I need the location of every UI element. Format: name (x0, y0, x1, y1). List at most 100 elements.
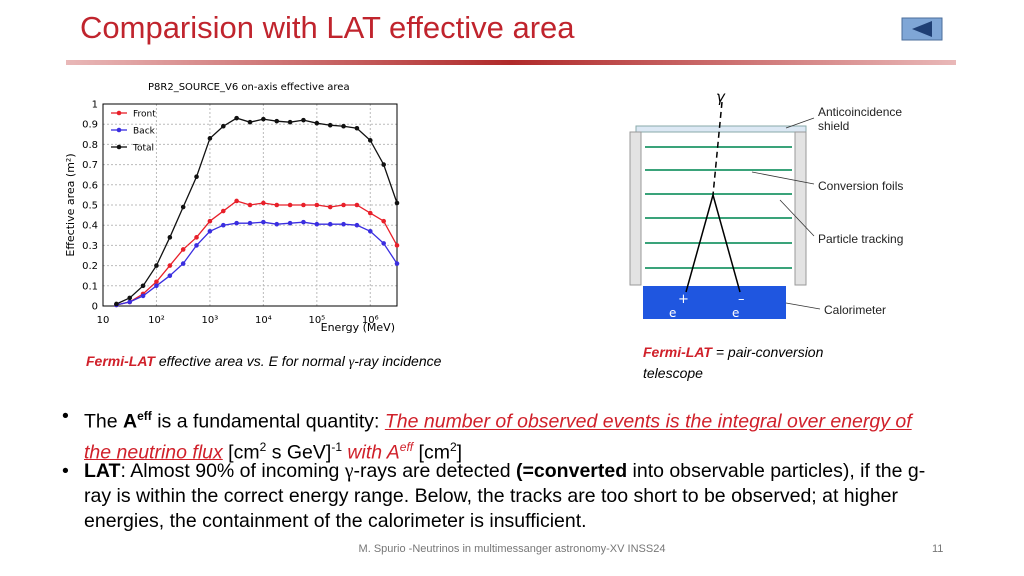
bullet: • The Aeff is a fundamental quantity: The… (62, 405, 912, 464)
legend-marker (116, 144, 122, 150)
point (274, 202, 280, 208)
point (167, 235, 173, 240)
legend-label: Back (133, 127, 156, 137)
point (314, 202, 320, 208)
caption-right: Fermi-LAT = pair-conversion telescope (643, 342, 853, 384)
point (180, 261, 186, 266)
point (314, 120, 320, 126)
caption-text: -ray incidence (354, 353, 442, 369)
point (261, 116, 266, 122)
text: γ (344, 461, 354, 482)
y-tick-label: 0.1 (82, 281, 98, 292)
point (261, 219, 266, 225)
legend-label: Front (133, 110, 156, 120)
point (354, 202, 360, 208)
point (301, 202, 306, 208)
text: : Almost 90% of incoming (120, 460, 345, 482)
highlight: The number of observed events is the int… (84, 410, 912, 464)
point (327, 122, 333, 128)
y-tick-label: 0.5 (82, 201, 98, 212)
caption-left: Fermi-LAT effective area vs. E for norma… (86, 353, 441, 371)
caption-text: effective area vs. E for normal (154, 353, 349, 369)
y-tick-label: 0.7 (82, 160, 98, 171)
point (341, 202, 346, 208)
page-number: 11 (932, 543, 944, 555)
positron-sign: + (678, 292, 689, 307)
x-tick-label: 10³ (202, 315, 219, 326)
series-line (116, 117, 398, 305)
text: -1 (331, 439, 342, 454)
x-tick-label: 10⁵ (308, 315, 325, 326)
point (180, 204, 186, 210)
point (207, 228, 213, 234)
point (154, 279, 159, 285)
point (140, 283, 146, 289)
text: eff (399, 439, 414, 454)
bullet: • LAT: Almost 90% of incoming γ-rays are … (62, 460, 926, 532)
point (301, 117, 306, 123)
y-axis-label: Effective area (m²) (64, 153, 77, 256)
text: -rays are detected (353, 460, 517, 482)
point (314, 221, 320, 227)
point (394, 200, 400, 206)
point (221, 222, 226, 228)
label-tracking: Particle tracking (818, 232, 904, 246)
point (381, 162, 386, 167)
point (367, 138, 373, 143)
y-tick-label: 0.3 (82, 241, 98, 252)
text: LAT (84, 460, 121, 482)
chart-title: P8R2_SOURCE_V6 on-axis effective area (148, 82, 350, 93)
slide-title: Comparision with LAT effective area (80, 10, 575, 45)
caption-text: = pair-conversion telescope (643, 344, 824, 381)
point (287, 119, 293, 125)
x-tick-label: 10⁴ (255, 315, 272, 326)
positron-label: e (669, 306, 676, 320)
point (140, 293, 146, 299)
point (327, 221, 333, 227)
point (247, 119, 253, 125)
text: s GeV] (266, 441, 332, 463)
legend-marker (116, 127, 122, 133)
point (167, 273, 173, 279)
point (127, 295, 133, 301)
point (341, 123, 346, 129)
y-tick-label: 0.6 (82, 180, 98, 191)
text: with A (342, 441, 400, 463)
point (274, 118, 280, 124)
point (381, 241, 386, 246)
text: (=converted (516, 460, 628, 482)
point (274, 221, 280, 227)
detector: γ + – e e (629, 88, 821, 320)
point (247, 202, 253, 208)
y-tick-label: 0.9 (82, 120, 98, 131)
point (247, 220, 253, 226)
point (114, 301, 119, 307)
point (207, 218, 213, 224)
back-button[interactable] (901, 17, 943, 41)
point (221, 208, 226, 214)
point (154, 263, 159, 268)
point (287, 202, 293, 208)
point (341, 221, 346, 227)
legend-marker (116, 110, 122, 116)
text: [cm (222, 441, 260, 463)
point (180, 247, 186, 252)
electron-sign: – (738, 292, 745, 307)
point (234, 198, 239, 204)
x-axis-label: Energy (MeV) (321, 321, 395, 334)
point (354, 125, 360, 131)
point (194, 235, 199, 240)
point (287, 220, 293, 226)
point (127, 299, 133, 305)
effective-area-chart: P8R2_SOURCE_V6 on-axis effective area 0 0.… (64, 82, 400, 334)
gamma-label: γ (716, 88, 726, 106)
point (207, 136, 213, 141)
text: A (123, 410, 138, 433)
y-tick-label: 1 (92, 100, 98, 111)
label-calorimeter: Calorimeter (824, 303, 887, 317)
text: [cm (413, 441, 450, 463)
text: ] (456, 441, 463, 463)
electron-label: e (732, 306, 739, 320)
x-tick-label: 10⁶ (362, 315, 379, 326)
